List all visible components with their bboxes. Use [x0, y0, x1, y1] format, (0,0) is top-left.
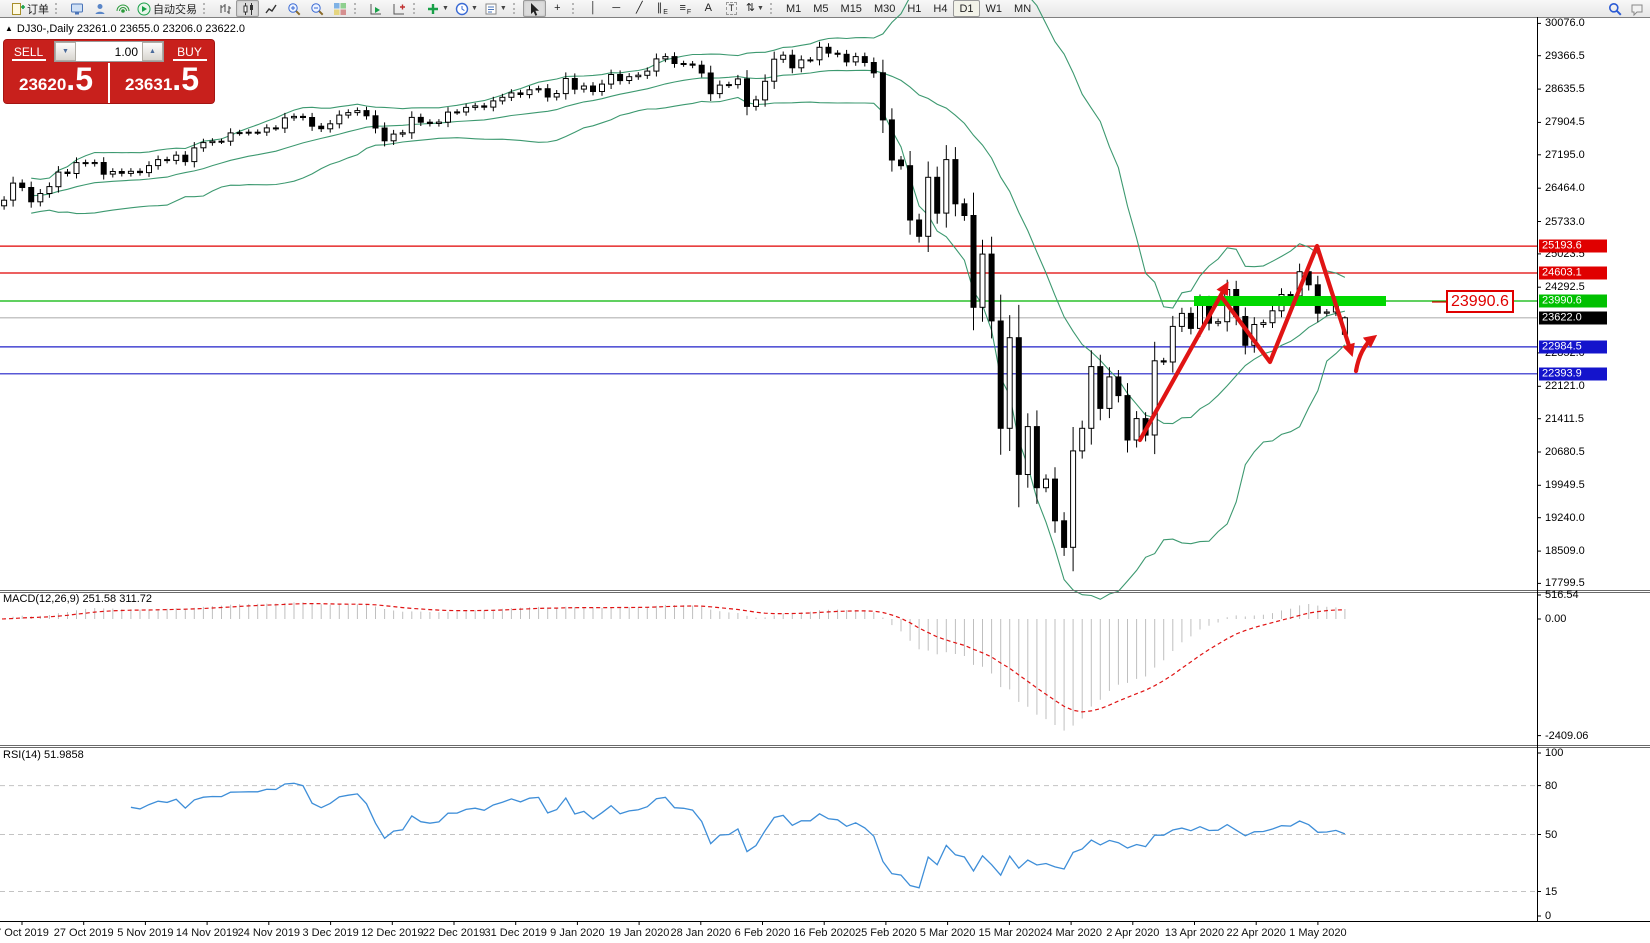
- text-label-button[interactable]: T: [720, 0, 743, 17]
- crosshair-button[interactable]: +: [554, 2, 561, 14]
- toolbar-grip: [769, 3, 776, 14]
- templates-button[interactable]: ▼: [481, 0, 510, 17]
- toolbar-grip: [512, 3, 519, 14]
- channel-button[interactable]: ∥ E: [656, 2, 668, 17]
- candle-chart-button[interactable]: [236, 0, 259, 17]
- timeframe-button-m30[interactable]: M30: [873, 2, 896, 15]
- toolbar-grip: [354, 3, 360, 14]
- autotrading-button[interactable]: 自动交易: [134, 0, 200, 17]
- toolbar-grip: [571, 3, 578, 14]
- sell-button[interactable]: SELL: [4, 40, 53, 63]
- timeframe-button-m15[interactable]: M15: [840, 2, 862, 15]
- timeframe-button-h4[interactable]: H4: [933, 2, 948, 15]
- timeframe-button-w1[interactable]: W1: [985, 2, 1003, 15]
- arrows-button[interactable]: ⇅ ▼: [745, 2, 764, 14]
- timeframe-button-m5[interactable]: M5: [813, 2, 829, 15]
- timeframe-button-mn[interactable]: MN: [1014, 2, 1032, 15]
- toolbar: 订单 自动交易 ▼ ▼ ▼ + │ ─ ╱ ∥ E ≡ F A T ⇅ ▼ M1 M5 M15 M30 H1 H4 D1 W1 M…: [0, 0, 1650, 18]
- chevron-down-icon: ▼: [757, 5, 764, 12]
- volume-input[interactable]: 1.00: [76, 42, 142, 61]
- toolbar-grip: [413, 3, 419, 14]
- chevron-down-icon: ▼: [499, 5, 507, 12]
- chevron-down-icon: ▼: [442, 5, 449, 12]
- toolbar-grip: [55, 3, 61, 14]
- periods-button[interactable]: ▼: [452, 0, 481, 17]
- trendline-button[interactable]: ╱: [636, 2, 643, 14]
- one-click-trading-panel: SELL ▼ 1.00 ▲ BUY 23620. 5 23631. 5: [4, 40, 214, 103]
- chevron-down-icon: ▼: [470, 5, 478, 12]
- cursor-button[interactable]: [522, 0, 546, 17]
- indicators-button[interactable]: ▼: [423, 0, 452, 17]
- buy-button[interactable]: BUY: [165, 40, 214, 63]
- timeframe-button-h1[interactable]: H1: [907, 2, 922, 15]
- level-price-label[interactable]: 23990.6: [1446, 290, 1514, 313]
- buy-price[interactable]: 23631. 5: [110, 63, 214, 103]
- new-order-button[interactable]: 订单: [8, 0, 52, 17]
- volume-increase-button[interactable]: ▲: [142, 42, 163, 61]
- toolbar-grip: [203, 3, 209, 14]
- timeframe-button-d1[interactable]: D1: [953, 0, 980, 17]
- horizontal-line-button[interactable]: ─: [612, 2, 621, 14]
- volume-decrease-button[interactable]: ▼: [55, 42, 76, 61]
- timeframe-button-m1[interactable]: M1: [785, 2, 802, 15]
- zigzag-annotation[interactable]: [1137, 243, 1378, 443]
- text-button[interactable]: A: [704, 2, 712, 14]
- sell-price[interactable]: 23620. 5: [4, 63, 110, 103]
- vertical-line-button[interactable]: │: [589, 2, 597, 14]
- fibonacci-button[interactable]: ≡ F: [679, 2, 692, 17]
